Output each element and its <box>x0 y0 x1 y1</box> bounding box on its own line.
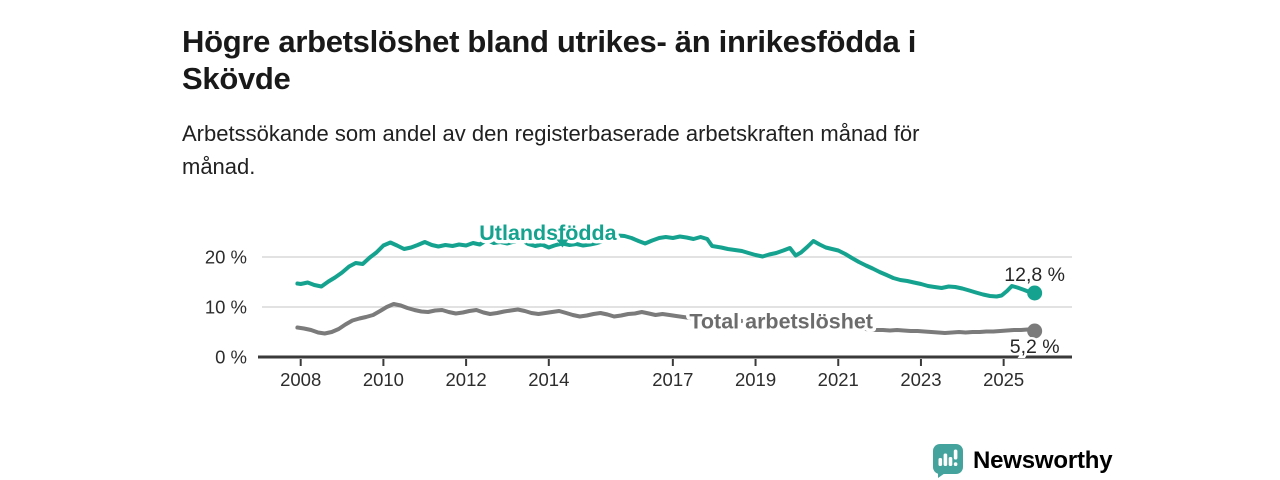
newsworthy-logo-icon <box>933 444 963 478</box>
x-tick-label-2012: 2012 <box>446 369 487 390</box>
series-line-total <box>295 302 1037 336</box>
x-tick-label-2010: 2010 <box>363 369 404 390</box>
page-title: Högre arbetslöshet bland utrikes- än inr… <box>182 23 1162 97</box>
x-tick-label-2025: 2025 <box>983 369 1024 390</box>
series-end-dot-utlandsfodda <box>1027 285 1043 301</box>
chart-subtitle-line2: månad. <box>182 154 256 179</box>
x-tick-label-2021: 2021 <box>818 369 859 390</box>
series-line-utlandsfodda <box>295 233 1037 299</box>
x-tick-label-2019: 2019 <box>735 369 776 390</box>
brand-name: Newsworthy <box>973 447 1113 474</box>
series-end-label-utlandsfodda: 12,8 % <box>1004 264 1065 286</box>
x-tick-label-2023: 2023 <box>900 369 941 390</box>
y-tick-label-20: 20 % <box>205 247 247 268</box>
page-title-line2: Skövde <box>182 60 291 96</box>
x-tick-label-2008: 2008 <box>280 369 321 390</box>
x-tick-label-2014: 2014 <box>528 369 569 390</box>
y-tick-label-10: 10 % <box>205 297 247 318</box>
page-title-line1: Högre arbetslöshet bland utrikes- än inr… <box>182 23 917 59</box>
series-label-total: Total arbetslöshet <box>689 310 873 334</box>
chart-subtitle: Arbetssökande som andel av den registerb… <box>182 117 1082 183</box>
x-tick-label-2017: 2017 <box>652 369 693 390</box>
series-end-label-total: 5,2 % <box>1010 336 1060 358</box>
series-label-arrow-icon <box>556 239 569 248</box>
series-end-dot-total <box>1027 323 1043 339</box>
y-tick-label-0: 0 % <box>215 347 247 368</box>
series-label-utlandsfodda: Utlandsfödda <box>479 221 617 245</box>
newsworthy-logo[interactable]: Newsworthy <box>933 444 1113 478</box>
chart-subtitle-line1: Arbetssökande som andel av den registerb… <box>182 121 920 146</box>
